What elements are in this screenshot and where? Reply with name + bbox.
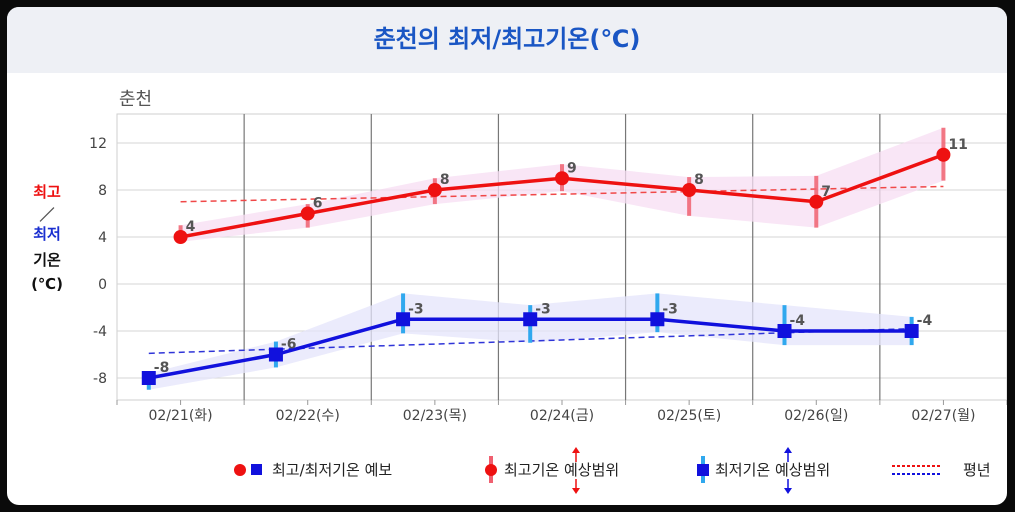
x-tick-label: 02/27(월): [911, 408, 975, 424]
legend-forecast-circle-icon: [234, 464, 246, 476]
y-tick-label: 8: [98, 183, 107, 199]
legend-min-range-square-icon: [697, 464, 709, 476]
max-temp-data-label: 8: [440, 172, 450, 188]
legend-max-up-arrowhead-icon: [572, 447, 580, 453]
x-tick-label: 02/26(일): [784, 408, 848, 424]
max-temp-point: [682, 183, 697, 197]
legend-normal-label: 평년: [963, 461, 991, 479]
min-temp-point: [141, 371, 156, 385]
y-tick-label: 12: [89, 136, 107, 152]
min-temp-point: [396, 312, 411, 327]
chart-title: 춘천의 최저/최고기온(℃): [373, 25, 641, 53]
x-tick-label: 02/24(금): [530, 408, 594, 424]
y-tick-label: -8: [93, 371, 107, 387]
x-tick-label: 02/21(화): [148, 408, 212, 424]
legend-forecast-square-icon: [251, 464, 262, 475]
legend-max-down-arrowhead-icon: [572, 488, 580, 494]
min-temp-point: [777, 324, 792, 338]
max-temp-data-label: 6: [313, 196, 323, 212]
legend-forecast-label: 최고/최저기온 예보: [272, 461, 392, 479]
max-temp-point: [809, 194, 824, 209]
min-temp-data-label: -4: [790, 313, 806, 329]
y-axis-label-temp: 기온: [33, 251, 61, 269]
y-tick-label: -4: [93, 324, 107, 340]
y-axis-label-unit: (℃): [31, 275, 63, 293]
y-axis-label-min: 최저: [33, 225, 61, 243]
x-tick-label: 02/25(토): [657, 408, 721, 424]
y-axis-label-max: 최고: [33, 183, 61, 201]
y-axis-label-separator: ／: [39, 206, 54, 224]
min-temp-data-label: -8: [154, 360, 170, 376]
legend-min-up-arrowhead-icon: [784, 447, 792, 453]
legend-max-range-circle-icon: [485, 464, 497, 476]
max-temp-data-label: 4: [186, 219, 196, 235]
x-tick-label: 02/23(목): [403, 408, 467, 424]
min-temp-point: [523, 312, 538, 327]
max-temp-data-label: 9: [567, 160, 577, 176]
legend-min-range-label: 최저기온 예상범위: [715, 461, 830, 479]
chart-panel: 춘천의 최저/최고기온(℃) 춘천 12 8 4 0 -4 -8 02/21(화) 02/22(…: [7, 7, 1007, 505]
min-temp-data-label: -3: [662, 301, 678, 317]
y-tick-label: 0: [98, 277, 107, 293]
max-temp-data-label: 11: [948, 137, 967, 153]
title-bar: 춘천의 최저/최고기온(℃): [7, 7, 1007, 73]
min-temp-point: [268, 347, 283, 362]
max-temp-point: [173, 230, 188, 244]
min-temp-point: [904, 324, 919, 338]
legend-min-down-arrowhead-icon: [784, 488, 792, 494]
max-temp-point: [300, 206, 315, 221]
min-temp-data-label: -3: [535, 301, 551, 317]
station-name: 춘천: [119, 89, 152, 110]
legend-max-range-label: 최고기온 예상범위: [504, 461, 619, 479]
max-temp-data-label: 8: [694, 172, 704, 188]
temperature-chart: 춘천 12 8 4 0 -4 -8 02/21(화) 02/22(수) 02/23(목) 02/24…: [31, 89, 1007, 494]
max-temp-point: [555, 171, 569, 186]
max-temp-point: [427, 183, 442, 197]
min-temp-data-label: -3: [408, 301, 424, 317]
max-temp-point: [936, 147, 951, 162]
y-tick-label: 4: [98, 230, 107, 246]
max-temp-data-label: 7: [821, 184, 831, 200]
x-tick-label: 02/22(수): [276, 408, 340, 424]
min-temp-data-label: -4: [917, 313, 933, 329]
min-temp-data-label: -6: [281, 337, 297, 353]
min-temp-point: [650, 312, 665, 327]
